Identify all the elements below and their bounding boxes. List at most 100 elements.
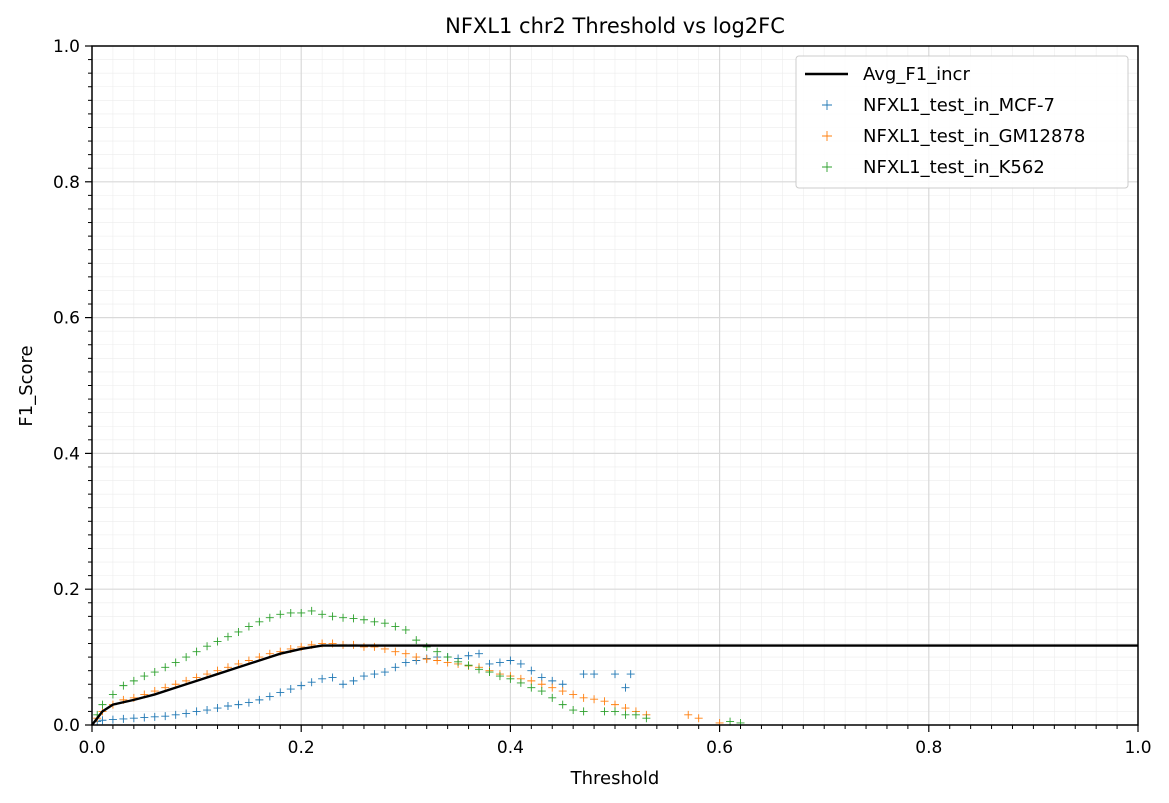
data-point <box>286 685 295 694</box>
data-point <box>454 657 463 666</box>
x-tick-label: 0.2 <box>288 738 315 758</box>
data-point <box>380 668 389 677</box>
data-point <box>558 700 567 709</box>
data-point <box>297 608 306 617</box>
x-tick-label: 0.8 <box>915 738 942 758</box>
data-point <box>631 710 640 719</box>
data-point <box>140 713 149 722</box>
data-point <box>433 647 442 656</box>
ticks: 0.0 0.2 0.4 0.6 0.8 1.0 0.0 0.2 0.4 0.6 0.8 1.0 <box>53 37 1152 758</box>
data-point <box>129 676 138 685</box>
data-point <box>464 651 473 660</box>
data-point <box>590 695 599 704</box>
data-point <box>129 714 138 723</box>
legend-label: Avg_F1_incr <box>863 64 970 85</box>
data-point <box>349 614 358 623</box>
data-point <box>328 673 337 682</box>
data-point <box>621 710 630 719</box>
legend-label: NFXL1_test_in_MCF-7 <box>863 95 1055 116</box>
data-point <box>192 647 201 656</box>
data-point <box>213 637 222 646</box>
data-point <box>98 700 107 709</box>
data-point <box>255 617 264 626</box>
data-point <box>548 693 557 702</box>
data-point <box>182 653 191 662</box>
data-point <box>422 642 431 651</box>
data-point <box>548 683 557 692</box>
data-point <box>495 672 504 681</box>
data-point <box>119 714 128 723</box>
data-point <box>244 622 253 631</box>
data-point <box>370 670 379 679</box>
data-point <box>359 672 368 681</box>
data-point <box>328 612 337 621</box>
data-point <box>213 704 222 713</box>
data-point <box>203 642 212 651</box>
data-point <box>339 613 348 622</box>
data-point <box>527 666 536 675</box>
series-layer <box>93 606 745 727</box>
data-point <box>349 676 358 685</box>
data-point <box>443 653 452 662</box>
data-point <box>516 659 525 668</box>
data-point <box>537 673 546 682</box>
data-point <box>516 678 525 687</box>
data-point <box>401 625 410 634</box>
grid <box>92 46 1138 725</box>
data-point <box>150 668 159 677</box>
y-tick-label: 0.8 <box>53 173 80 193</box>
legend-label: NFXL1_test_in_K562 <box>863 157 1045 178</box>
y-tick-label: 0.4 <box>53 444 80 464</box>
data-point <box>611 700 619 709</box>
data-point <box>255 695 264 704</box>
data-point <box>318 610 327 619</box>
data-point <box>611 670 619 679</box>
legend-marker <box>822 100 832 110</box>
data-point <box>558 680 567 689</box>
y-tick-label: 0.0 <box>53 716 80 736</box>
data-point <box>171 710 180 719</box>
data-point <box>401 649 410 658</box>
data-point <box>108 715 117 724</box>
data-point <box>234 700 243 709</box>
x-tick-label: 0.6 <box>706 738 733 758</box>
legend-label: NFXL1_test_in_GM12878 <box>863 126 1085 147</box>
series-NFXL1_test_in_MCF-7 <box>93 649 635 726</box>
data-point <box>537 680 546 689</box>
data-point <box>391 622 400 631</box>
x-tick-label: 0.0 <box>78 738 105 758</box>
data-point <box>119 681 128 690</box>
data-point <box>579 693 588 702</box>
line-layer <box>91 644 1138 726</box>
data-point <box>537 687 546 696</box>
legend-box <box>795 55 1129 189</box>
data-point <box>108 690 117 699</box>
data-point <box>297 681 306 690</box>
series-NFXL1_test_in_K562 <box>93 606 745 727</box>
data-point <box>391 647 400 656</box>
data-point <box>359 615 368 624</box>
data-point <box>621 704 630 713</box>
data-point <box>391 663 400 672</box>
data-point <box>359 642 368 651</box>
data-point <box>684 710 693 719</box>
data-point <box>276 688 285 697</box>
data-point <box>590 670 599 679</box>
data-point <box>569 690 578 699</box>
data-point <box>433 656 442 665</box>
avg-f1-line <box>91 644 1138 726</box>
data-point <box>611 707 619 716</box>
data-point <box>485 668 494 677</box>
chart-title: NFXL1 chr2 Threshold vs log2FC <box>445 14 785 38</box>
legend: Avg_F1_incr NFXL1_test_in_MCF-7 NFXL1_test… <box>795 55 1129 189</box>
data-point <box>98 716 107 725</box>
data-point <box>401 658 410 667</box>
y-tick-label: 0.2 <box>53 580 80 600</box>
data-point <box>223 701 232 710</box>
data-point <box>527 676 536 685</box>
data-point <box>558 687 567 696</box>
data-point <box>370 617 379 626</box>
data-point <box>579 670 588 679</box>
data-point <box>464 661 473 670</box>
